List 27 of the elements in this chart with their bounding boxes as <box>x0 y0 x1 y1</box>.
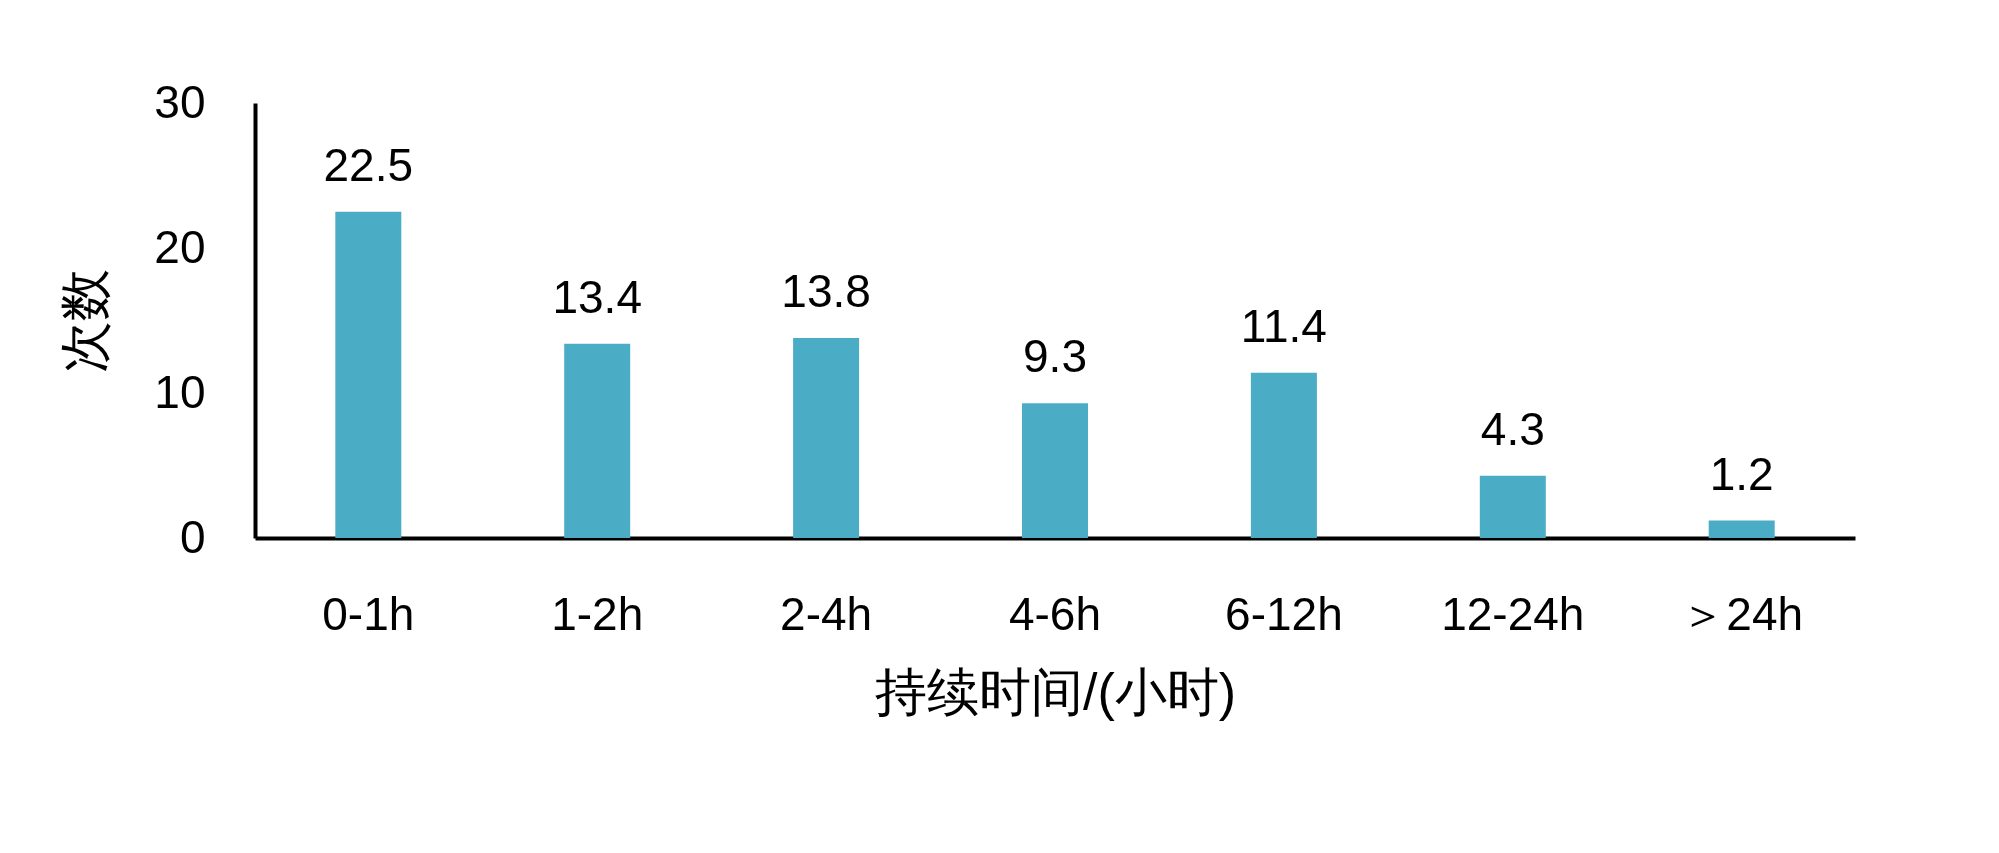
data-label: 13.4 <box>552 270 642 323</box>
y-axis-title: 次数 <box>56 269 115 373</box>
data-label: 9.3 <box>1023 330 1087 383</box>
y-tick-label: 20 <box>154 220 206 273</box>
y-tick-label: 30 <box>154 75 206 128</box>
x-tick-label: 6-12h <box>1225 587 1343 640</box>
data-label: 1.2 <box>1709 447 1774 500</box>
x-tick-label: 1-2h <box>551 587 644 640</box>
bar <box>335 211 402 538</box>
x-tick-label: ＞24h <box>1680 587 1804 640</box>
bar <box>564 343 631 538</box>
x-axis-title: 持续时间/(小时) <box>874 662 1237 721</box>
data-label: 22.5 <box>323 138 414 191</box>
y-tick-label: 10 <box>154 365 206 418</box>
data-label: 4.3 <box>1480 402 1545 455</box>
bar <box>1022 403 1088 538</box>
x-tick-label: 12-24h <box>1441 587 1585 640</box>
bar <box>1250 372 1317 538</box>
data-label: 11.4 <box>1240 299 1327 352</box>
bar <box>1708 520 1775 538</box>
bar <box>793 337 860 538</box>
bar <box>1479 475 1546 538</box>
x-tick-label: 2-4h <box>780 587 873 640</box>
y-tick-label: 0 <box>179 510 206 563</box>
x-tick-label: 4-6h <box>1008 587 1102 640</box>
x-tick-label: 0-1h <box>322 587 415 640</box>
data-label: 13.8 <box>781 264 871 317</box>
